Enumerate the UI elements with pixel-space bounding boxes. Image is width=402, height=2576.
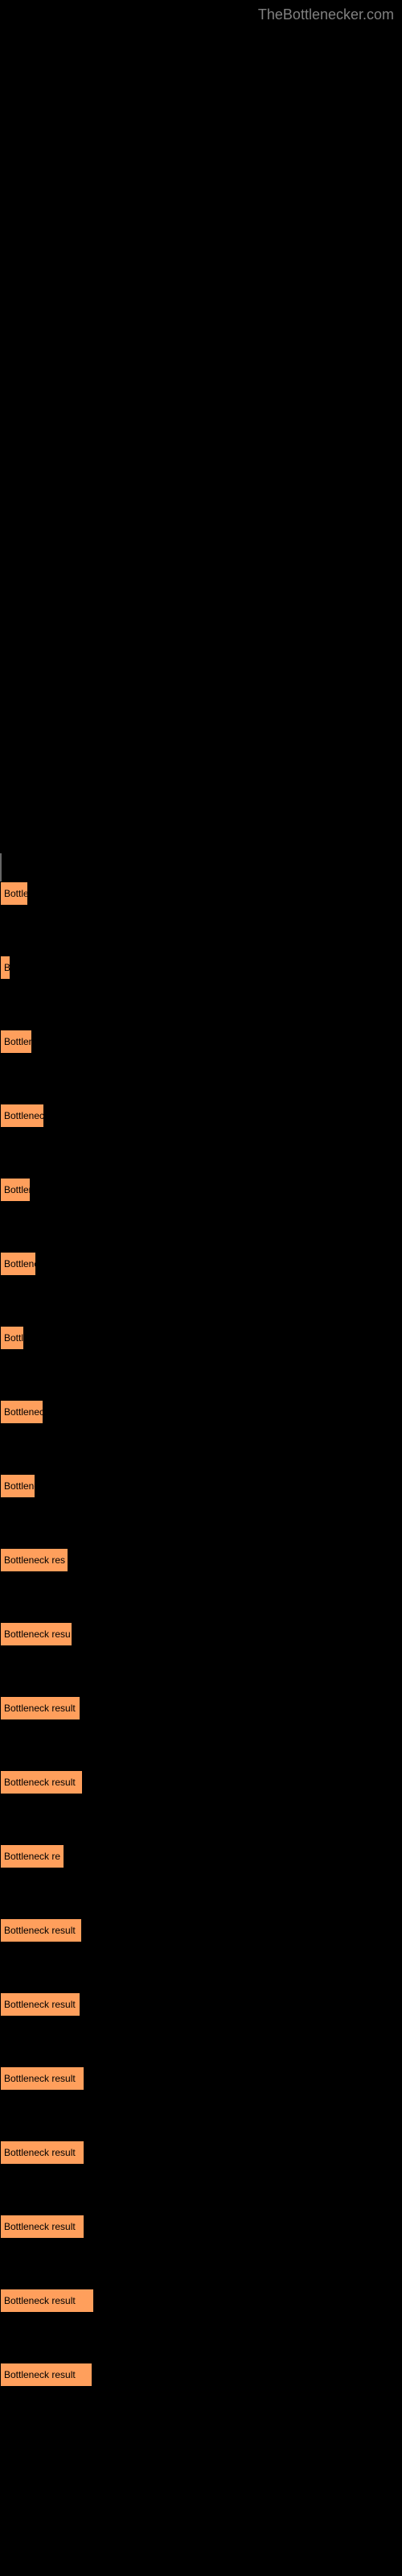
watermark-text: TheBottlenecker.com [258,6,394,23]
bar: Bottleneck resu [0,1622,72,1646]
bar: B [0,956,10,980]
bar: Bottleneck result [0,2140,84,2165]
bar: Bottleneck result [0,2289,94,2313]
bar: Bottleneck result [0,1918,82,1942]
bar: Bottlene [0,1474,35,1498]
bar: Bottlene [0,1252,36,1276]
bar: Bottleneck result [0,2066,84,2091]
bar: Bottleneck result [0,2215,84,2239]
bar: Bottleneck [0,1400,43,1424]
bar: Bottleneck result [0,1992,80,2017]
bar: Bottle [0,881,28,906]
bar: Bottleneck result [0,2363,92,2387]
bar: Bottleneck re [0,1844,64,1868]
bar: Bottlen [0,1178,31,1202]
bar: Bottleneck [0,1104,44,1128]
bar: Bottleneck res [0,1548,68,1572]
bar: Bottleneck result [0,1696,80,1720]
bar: Bottleneck result [0,1770,83,1794]
bar: Bottl [0,1326,24,1350]
bar: Bottlen [0,1030,32,1054]
